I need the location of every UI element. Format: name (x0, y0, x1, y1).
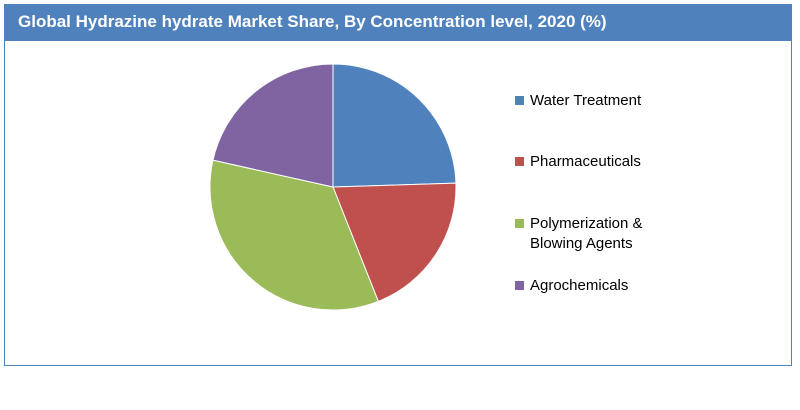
pie-slice-agrochemicals (212, 63, 334, 188)
pie-chart (209, 63, 457, 311)
legend-item: Agrochemicals (515, 276, 628, 296)
legend-label: Agrochemicals (530, 277, 629, 294)
pie-slice-polymerization-blowing-agents (209, 159, 379, 311)
legend-label: Pharmaceuticals (530, 153, 641, 170)
legend-swatch (515, 157, 524, 166)
legend-label: Water Treatment (530, 92, 642, 109)
legend-swatch (515, 96, 524, 105)
legend-item: Water Treatment (515, 91, 641, 111)
legend-item: Polymerization & Blowing Agents (515, 214, 643, 254)
legend-swatch (515, 281, 524, 290)
pie-slice-pharmaceuticals (332, 182, 457, 303)
chart-title: Global Hydrazine hydrate Market Share, B… (4, 4, 792, 40)
pie-slice-water-treatment (332, 63, 457, 188)
legend-item: Pharmaceuticals (515, 152, 641, 172)
legend-swatch (515, 219, 524, 228)
legend-label: Polymerization & Blowing Agents (530, 215, 643, 252)
chart-area: Water Treatment Pharmaceuticals Polymeriza… (4, 40, 792, 366)
